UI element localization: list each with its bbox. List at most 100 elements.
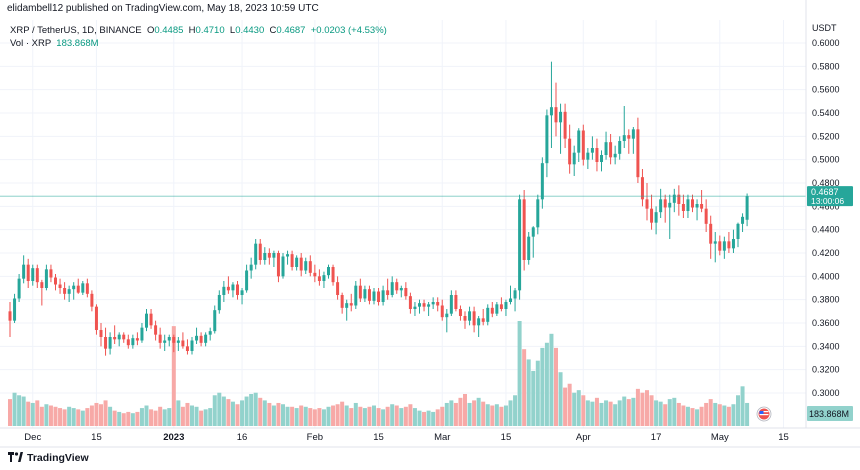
- volume-bar: [590, 401, 595, 426]
- candle-body: [158, 334, 162, 343]
- volume-bar: [481, 401, 486, 426]
- candle-body: [513, 290, 517, 299]
- candle-body: [117, 334, 121, 340]
- candle-body: [213, 310, 217, 332]
- volume-bar: [399, 408, 404, 426]
- volume-bar: [235, 404, 240, 426]
- high-label: H: [188, 25, 196, 36]
- flag-icon: [756, 406, 772, 422]
- candle-body: [686, 199, 690, 211]
- candle-body: [709, 223, 713, 244]
- volume-label[interactable]: Vol · XRP: [10, 38, 52, 49]
- candle-body: [590, 148, 594, 153]
- volume-bar: [194, 406, 199, 426]
- volume-bar: [221, 396, 226, 426]
- volume-bar: [262, 400, 267, 426]
- candle-body: [358, 285, 362, 299]
- price-tick-label: 0.4600: [812, 201, 840, 211]
- volume-bar: [271, 405, 276, 426]
- volume-bar: [12, 392, 17, 426]
- candle-body: [149, 313, 153, 326]
- candle-body: [236, 284, 239, 295]
- candle-body: [695, 204, 699, 208]
- candle-body: [613, 153, 617, 158]
- candle-body: [436, 302, 440, 306]
- candle-body: [204, 334, 208, 343]
- candle-body: [317, 276, 321, 281]
- time-tick-label: 2023: [163, 432, 184, 443]
- candle-body: [609, 142, 613, 158]
- candle-body: [190, 340, 194, 351]
- volume-bar: [640, 392, 645, 426]
- volume-legend: Vol · XRP 183.868M: [10, 38, 99, 49]
- candle-body: [108, 337, 112, 349]
- candle-body: [395, 282, 399, 291]
- candle-body: [631, 129, 635, 139]
- candle-body: [399, 288, 403, 291]
- volume-bar: [385, 406, 390, 426]
- volume-bar: [67, 406, 72, 426]
- candle-body: [172, 337, 176, 343]
- volume-bar: [303, 406, 308, 426]
- candle-body: [154, 325, 158, 335]
- candle-body: [85, 283, 89, 294]
- candle-body: [495, 304, 499, 314]
- time-tick-label: 17: [651, 432, 662, 443]
- candle-body: [8, 311, 12, 321]
- volume-bar: [376, 408, 381, 426]
- volume-bar: [540, 347, 545, 426]
- candle-body: [549, 107, 553, 116]
- candle-body: [367, 289, 371, 301]
- volume-bar: [344, 405, 349, 426]
- candle-body: [135, 338, 139, 341]
- time-axis[interactable]: Dec 15 2023 16 Feb 15 Mar 15 Apr 17 May 15: [0, 427, 860, 448]
- volume-bar: [126, 411, 131, 426]
- candle-body: [600, 155, 603, 162]
- volume-bar: [308, 408, 313, 426]
- candle-body: [304, 261, 308, 271]
- volume-bar: [490, 405, 495, 426]
- price-tick-label: 0.3800: [812, 295, 840, 305]
- candle-body: [72, 285, 76, 290]
- candle-body: [140, 327, 144, 341]
- symbol-legend: XRP / TetherUS, 1D, BINANCE O0.4485 H0.4…: [10, 25, 387, 36]
- volume-bar: [44, 404, 49, 426]
- candle-body: [363, 289, 367, 299]
- volume-bar: [563, 387, 568, 426]
- candle-body: [440, 305, 444, 318]
- candle-body: [76, 285, 80, 293]
- candle-body: [240, 290, 244, 295]
- volume-bar: [736, 395, 740, 426]
- price-tick-label: 0.5600: [812, 85, 840, 95]
- volume-bar: [30, 402, 35, 426]
- volume-bar: [722, 405, 727, 426]
- volume-bar: [740, 386, 745, 426]
- candle-body: [663, 199, 667, 208]
- price-axis[interactable]: USDT 0.6000 0.5800 0.5600 0.5400 0.5200 0.5000…: [756, 0, 853, 428]
- volume-bar: [458, 397, 463, 426]
- candle-body: [386, 290, 390, 295]
- candle-body: [636, 129, 640, 178]
- price-tick-label: 0.4200: [812, 248, 840, 258]
- candle-body: [445, 313, 449, 318]
- candle-body: [449, 295, 453, 314]
- volume-bar: [531, 370, 536, 426]
- flag-icon-stripe: [759, 414, 769, 416]
- tradingview-logo[interactable]: TradingView: [8, 452, 89, 464]
- candle-body: [431, 302, 435, 305]
- last-price-label: 0.4687: [811, 187, 839, 197]
- candle-body: [727, 241, 731, 249]
- volume-bar: [713, 402, 718, 426]
- volume-bar: [185, 402, 190, 426]
- candle-body: [554, 107, 558, 123]
- symbol-title[interactable]: XRP / TetherUS, 1D, BINANCE: [10, 25, 142, 36]
- time-tick-label: 15: [778, 432, 789, 443]
- volume-bar: [299, 405, 304, 426]
- candle-body: [722, 241, 726, 251]
- volume-bar: [39, 406, 44, 426]
- volume-bar: [290, 406, 295, 426]
- candle-body: [299, 257, 303, 271]
- volume-bar: [431, 411, 436, 426]
- candle-body: [640, 177, 644, 200]
